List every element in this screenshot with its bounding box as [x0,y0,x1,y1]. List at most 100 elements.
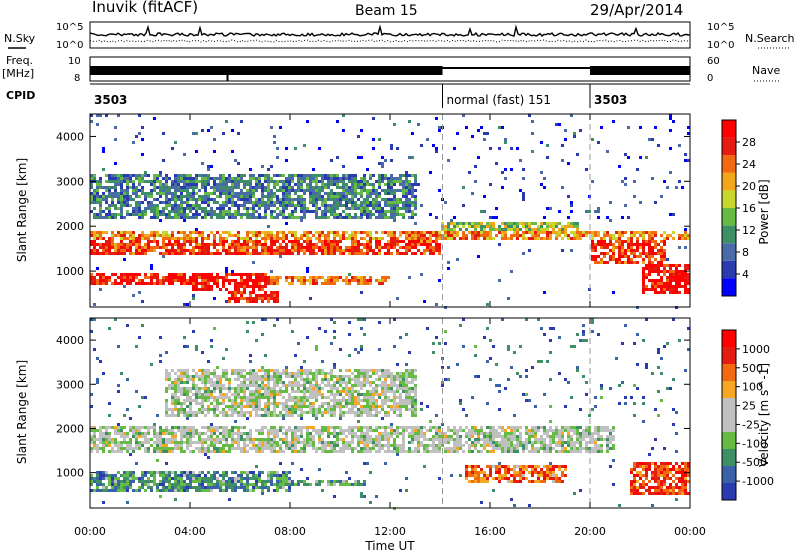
heatmap-cell [162,255,165,258]
heatmap-cell [591,249,594,252]
heatmap-cell [447,159,450,162]
heatmap-cell [534,231,537,234]
heatmap-cell [285,189,288,192]
heatmap-cell [96,231,99,234]
heatmap-cell [609,219,612,222]
heatmap-cell [339,237,342,240]
heatmap-cell [165,402,168,405]
heatmap-cell [111,486,114,489]
heatmap-cell [318,369,321,372]
heatmap-cell [318,186,321,189]
heatmap-cell [339,252,342,255]
heatmap-cell [531,150,534,153]
heatmap-cell [159,219,162,222]
heatmap-cell [141,471,144,474]
heatmap-cell [255,378,258,381]
heatmap-cell [204,447,207,450]
heatmap-cell [525,237,528,240]
heatmap-cell [333,180,336,183]
heatmap-cell [546,234,549,237]
heatmap-cell [207,360,210,363]
heatmap-cell [303,240,306,243]
heatmap-cell [255,444,258,447]
heatmap-cell [678,270,681,273]
heatmap-cell [186,195,189,198]
heatmap-cell [141,189,144,192]
heatmap-cell [231,177,234,180]
heatmap-cell [231,372,234,375]
heatmap-cell [147,450,150,453]
heatmap-cell [309,408,312,411]
heatmap-cell [627,156,630,159]
heatmap-cell [663,288,666,291]
heatmap-cell [177,480,180,483]
heatmap-cell [411,231,414,234]
heatmap-cell [141,324,144,327]
heatmap-cell [96,444,99,447]
heatmap-cell [168,438,171,441]
heatmap-cell [534,222,537,225]
heatmap-cell [264,318,267,321]
heatmap-cell [405,174,408,177]
heatmap-cell [192,429,195,432]
heatmap-cell [411,243,414,246]
heatmap-cell [639,201,642,204]
heatmap-cell [240,195,243,198]
heatmap-cell [144,474,147,477]
heatmap-cell [264,285,267,288]
heatmap-cell [222,177,225,180]
heatmap-cell [174,396,177,399]
heatmap-cell [501,186,504,189]
heatmap-cell [330,318,333,321]
heatmap-cell [237,393,240,396]
heatmap-cell [171,447,174,450]
heatmap-cell [315,480,318,483]
heatmap-cell [276,207,279,210]
heatmap-cell [291,399,294,402]
heatmap-cell [444,231,447,234]
heatmap-cell [387,204,390,207]
heatmap-cell [297,249,300,252]
heatmap-cell [186,471,189,474]
heatmap-cell [270,375,273,378]
heatmap-cell [657,279,660,282]
heatmap-cell [405,198,408,201]
heatmap-cell [264,246,267,249]
heatmap-cell [249,240,252,243]
heatmap-cell [237,252,240,255]
heatmap-cell [612,249,615,252]
heatmap-cell [225,372,228,375]
heatmap-cell [351,237,354,240]
heatmap-cell [147,243,150,246]
heatmap-cell [306,399,309,402]
heatmap-cell [264,240,267,243]
heatmap-cell [312,276,315,279]
heatmap-cell [180,390,183,393]
heatmap-cell [243,174,246,177]
heatmap-cell [114,432,117,435]
heatmap-cell [180,231,183,234]
heatmap-cell [300,246,303,249]
heatmap-cell [171,204,174,207]
heatmap-cell [390,207,393,210]
heatmap-cell [315,279,318,282]
heatmap-cell [678,285,681,288]
heatmap-cell [102,372,105,375]
heatmap-cell [330,204,333,207]
cpid-segment-label: normal (fast) 151 [447,93,551,107]
heatmap-cell [111,198,114,201]
heatmap-cell [210,243,213,246]
heatmap-cell [195,285,198,288]
heatmap-cell [213,396,216,399]
heatmap-cell [267,168,270,171]
heatmap-cell [396,147,399,150]
heatmap-cell [606,231,609,234]
heatmap-cell [306,279,309,282]
heatmap-cell [138,207,141,210]
heatmap-cell [201,180,204,183]
heatmap-cell [315,183,318,186]
heatmap-cell [114,450,117,453]
heatmap-cell [192,450,195,453]
heatmap-cell [369,195,372,198]
heatmap-cell [99,435,102,438]
